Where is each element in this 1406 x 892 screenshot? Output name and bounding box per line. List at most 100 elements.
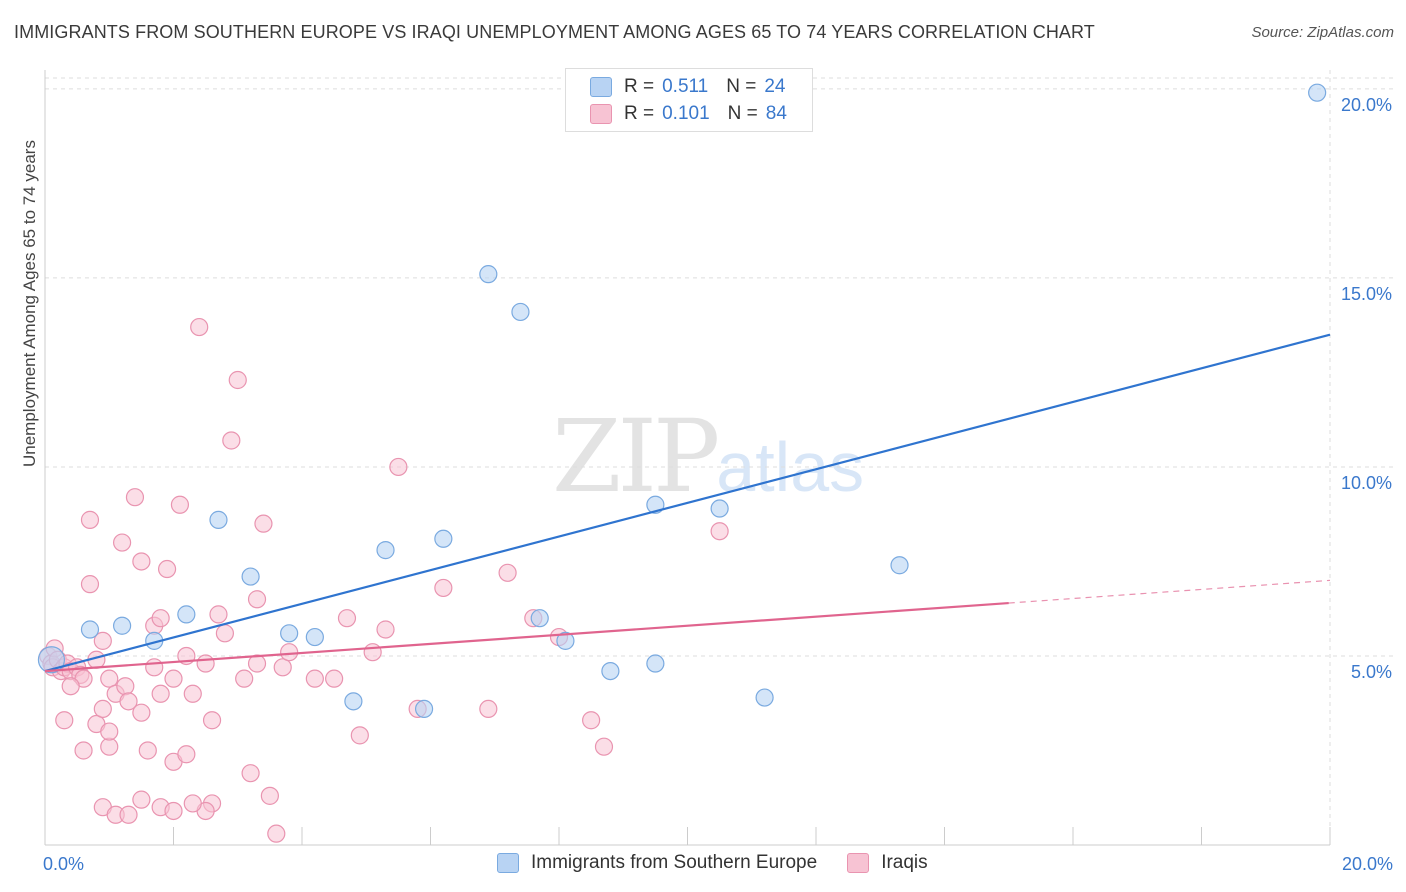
trend-line-southern-europe [44,333,1331,673]
data-point-iraqis [325,669,344,688]
y-axis-label: Unemployment Among Ages 65 to 74 years [20,140,39,467]
grid-lines [45,70,1395,845]
data-point-iraqis [164,669,183,688]
data-point-iraqis [235,669,254,688]
data-point-iraqis [190,317,209,337]
trend-lines [44,333,1331,673]
data-point-southern-europe [601,661,620,681]
data-point-southern-europe [556,631,575,650]
data-point-iraqis [215,624,234,643]
data-point-southern-europe [305,627,324,647]
tick-labels: 5.0% 10.0% 15.0% 20.0% 0.0% 20.0% [43,95,1393,874]
data-point-southern-europe [376,541,395,560]
data-point-iraqis [74,741,93,760]
data-point-iraqis [202,711,222,730]
data-point-southern-europe [209,510,228,529]
trend-line-iraqis [44,601,1009,673]
legend-n-label: N = [727,103,758,124]
data-point-southern-europe [344,692,363,711]
watermark-zip: ZIP [552,398,720,515]
y-tick-label: 15.0% [1341,284,1392,304]
data-point-iraqis [93,631,112,650]
legend-r-label: R = [624,76,655,97]
series-name: Immigrants from Southern Europe [531,852,818,873]
data-point-iraqis [132,790,151,809]
correlation-legend: R = 0.511 N = 24 R = 0.101 N = 84 [565,68,813,132]
data-point-southern-europe [755,688,774,707]
series-legend-southern-europe[interactable]: Immigrants from Southern Europe [497,852,817,874]
data-point-iraqis [132,703,151,722]
data-point-iraqis [116,677,135,696]
data-point-iraqis [280,643,299,662]
data-point-iraqis [132,552,151,571]
series-legend: Immigrants from Southern Europe Iraqis [497,852,958,874]
legend-row-iraqis: R = 0.101 N = 84 [590,101,787,127]
data-point-southern-europe [530,609,549,628]
x-tick-label: 20.0% [1342,854,1393,874]
y-tick-label: 10.0% [1341,473,1392,493]
data-point-iraqis [305,669,324,688]
y-tick-label: 20.0% [1341,95,1392,115]
data-point-southern-europe [37,646,66,674]
data-point-southern-europe [177,605,196,624]
series-swatch-pink [847,853,870,873]
data-point-southern-europe [479,265,498,284]
data-point-iraqis [376,620,395,639]
data-point-southern-europe [112,616,132,635]
data-point-southern-europe [1308,83,1327,102]
data-point-iraqis [170,495,190,514]
data-point-iraqis [267,824,286,843]
series-swatch-blue [497,853,519,873]
data-point-iraqis [273,658,292,677]
legend-r-label: R = [624,103,655,124]
data-point-southern-europe [434,529,453,548]
data-point-iraqis [594,737,614,756]
series-legend-iraqis[interactable]: Iraqis [847,852,928,874]
legend-n-label: N = [726,76,757,97]
data-point-iraqis [434,578,453,598]
chart-title: IMMIGRANTS FROM SOUTHERN EUROPE VS IRAQI… [14,22,1095,42]
axes [44,70,1331,846]
data-point-iraqis [196,654,215,673]
data-point-southern-europe [890,556,909,575]
data-point-iraqis [241,764,260,783]
data-point-iraqis [61,677,80,696]
data-point-iraqis [254,514,273,533]
y-tick-label: 5.0% [1351,662,1392,682]
data-point-southern-europe [414,699,434,719]
data-point-southern-europe [511,302,530,322]
southern-europe-points [37,83,1327,719]
legend-r-value: 0.101 [662,103,710,124]
data-point-iraqis [183,794,202,813]
legend-row-southern-europe: R = 0.511 N = 24 [590,74,786,100]
data-point-southern-europe [241,567,260,586]
data-point-iraqis [479,699,498,719]
data-point-iraqis [100,722,119,741]
data-point-iraqis [363,643,382,662]
data-point-iraqis [350,726,369,745]
data-point-southern-europe [80,620,100,639]
data-point-iraqis [138,741,157,760]
legend-r-value: 0.511 [662,76,709,97]
data-point-iraqis [119,692,138,711]
data-point-iraqis [228,370,247,390]
data-point-iraqis [164,801,183,821]
data-point-iraqis [582,711,601,730]
data-point-iraqis [337,609,357,628]
data-point-iraqis [183,684,202,703]
data-point-iraqis [209,605,228,624]
data-point-iraqis [119,805,138,824]
data-point-iraqis [247,590,267,609]
data-point-iraqis [100,737,119,756]
data-point-iraqis [151,684,170,703]
data-point-iraqis [710,522,729,541]
data-point-iraqis [151,609,170,628]
legend-n-value: 84 [765,103,787,124]
data-point-iraqis [145,658,164,677]
data-point-iraqis [100,669,119,688]
data-point-iraqis [80,575,100,594]
data-point-iraqis [157,559,177,579]
data-point-iraqis [55,711,74,730]
data-point-southern-europe [280,624,299,643]
